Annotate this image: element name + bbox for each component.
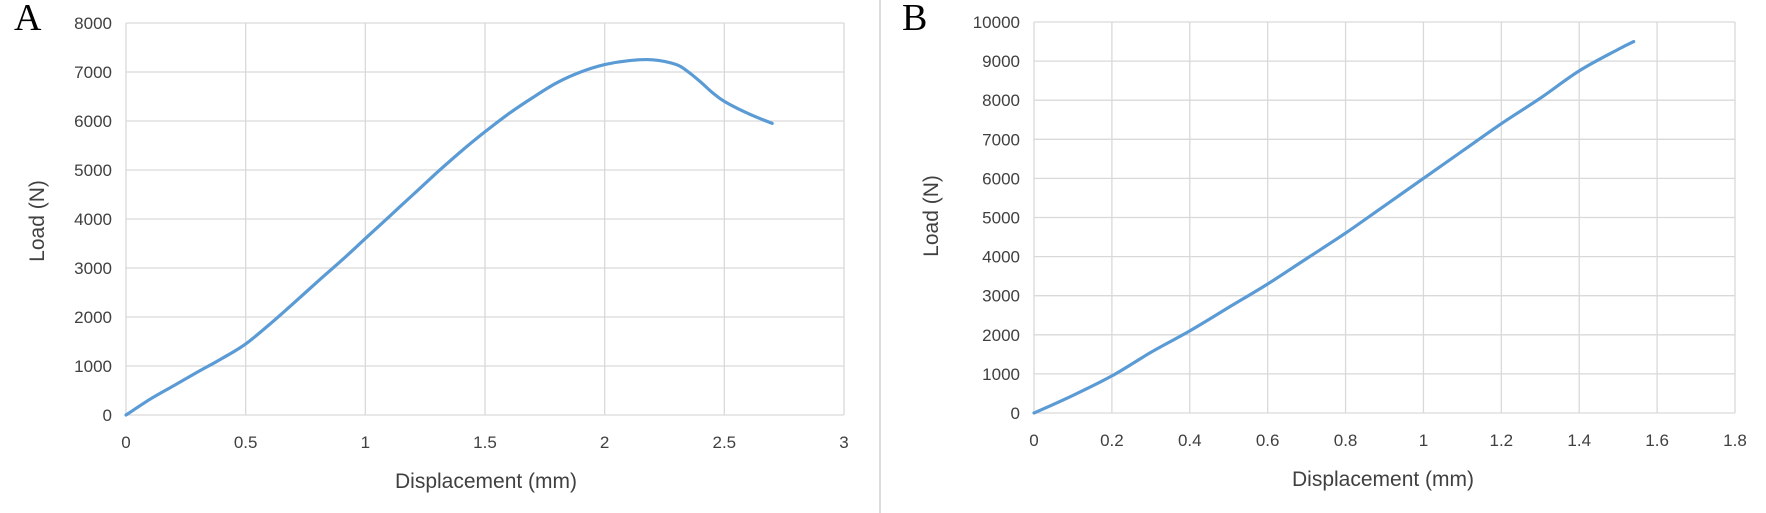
y-tick-label: 10000	[973, 13, 1020, 32]
y-tick-labels-a: 0 1000 2000 3000 4000 5000 6000 7000 8000	[74, 14, 112, 425]
x-tick-label: 0	[121, 433, 130, 452]
x-tick-label: 0.6	[1256, 431, 1280, 450]
y-tick-labels-b: 0 1000 2000 3000 4000 5000 6000 7000 8000 9000 100…	[973, 13, 1020, 423]
y-tick-label: 7000	[982, 130, 1020, 149]
x-tick-label: 0.4	[1178, 431, 1202, 450]
x-tick-label: 1	[361, 433, 370, 452]
y-axis-title-b: Load (N)	[920, 175, 943, 257]
x-axis-title-b: Displacement (mm)	[1292, 468, 1474, 491]
x-tick-label: 1.8	[1723, 431, 1747, 450]
gridlines-a	[125, 22, 845, 416]
x-tick-label: 1.6	[1645, 431, 1669, 450]
y-tick-label: 0	[103, 406, 112, 425]
y-tick-label: 3000	[982, 287, 1020, 306]
y-tick-label: 4000	[74, 210, 112, 229]
load-displacement-line-b	[1032, 40, 1636, 415]
x-tick-label: 0.8	[1334, 431, 1358, 450]
x-tick-labels-b: 0 0.2 0.4 0.6 0.8 1 1.2 1.4 1.6 1.8	[1029, 431, 1747, 450]
x-tick-label: 1.4	[1567, 431, 1591, 450]
y-tick-label: 6000	[982, 169, 1020, 188]
y-tick-label: 6000	[74, 112, 112, 131]
gridlines-b	[1033, 21, 1736, 414]
y-tick-label: 0	[1011, 404, 1020, 423]
y-tick-label: 2000	[982, 326, 1020, 345]
y-tick-label: 9000	[982, 52, 1020, 71]
y-tick-label: 7000	[74, 63, 112, 82]
x-tick-label: 3	[839, 433, 848, 452]
panel-label-a: A	[14, 0, 42, 39]
x-tick-label: 0.2	[1100, 431, 1124, 450]
x-tick-label: 2.5	[713, 433, 737, 452]
y-tick-label: 1000	[982, 365, 1020, 384]
x-tick-label: 2	[600, 433, 609, 452]
y-axis-title-a: Load (N)	[26, 180, 49, 262]
y-tick-label: 5000	[74, 161, 112, 180]
x-tick-labels-a: 0 0.5 1 1.5 2 2.5 3	[121, 433, 848, 452]
y-tick-label: 2000	[74, 308, 112, 327]
y-tick-label: 1000	[74, 357, 112, 376]
x-axis-title-a: Displacement (mm)	[395, 470, 577, 493]
x-tick-label: 1.5	[473, 433, 497, 452]
x-tick-label: 0	[1029, 431, 1038, 450]
chart-panel-b: B 0 1000 2000 3000 4000 5000 6000 7000 8000 9000 1…	[902, 0, 1747, 491]
y-tick-label: 8000	[982, 91, 1020, 110]
x-tick-label: 0.5	[234, 433, 258, 452]
y-tick-label: 3000	[74, 259, 112, 278]
y-tick-label: 8000	[74, 14, 112, 33]
y-tick-label: 4000	[982, 248, 1020, 267]
x-tick-label: 1.2	[1490, 431, 1514, 450]
panel-label-b: B	[902, 0, 927, 39]
load-displacement-line-a	[124, 57, 774, 417]
y-tick-label: 5000	[982, 209, 1020, 228]
chart-panel-a: A 0 1000 2000 3000 4000 5000 6000 7000 8000 0 0.5…	[14, 0, 849, 493]
x-tick-label: 1	[1419, 431, 1428, 450]
